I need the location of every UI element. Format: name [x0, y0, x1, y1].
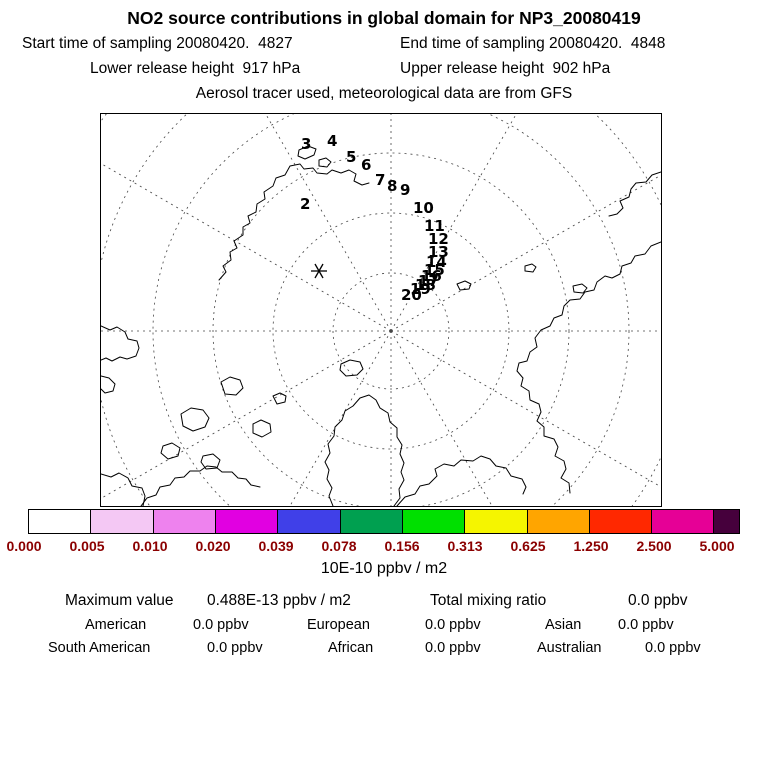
colorbar-segment [215, 510, 279, 533]
station-marker [311, 263, 327, 279]
region-value: 0.0 ppbv [425, 640, 481, 656]
trajectory-hour-label: 17 [418, 272, 439, 290]
colorbar-tick-label: 2.500 [636, 538, 672, 554]
region-value: 0.0 ppbv [193, 617, 249, 633]
polar-map: 2 3 4 5 6 7 8 9 10 11 12 13 14 15 16 17 18 19 20 [100, 113, 662, 507]
colorbar-segment [652, 510, 715, 533]
latitude-circle [272, 212, 510, 450]
region-value: 0.0 ppbv [425, 617, 481, 633]
colorbar-tick-label: 0.313 [447, 538, 483, 554]
region-name: Asian [545, 617, 582, 633]
colorbar [28, 509, 740, 534]
meridian-line [101, 163, 392, 332]
latitude-circle [212, 152, 570, 506]
colorbar-ticks: 0.000 0.005 0.010 0.020 0.039 0.078 0.156 0.313… [6, 538, 740, 556]
colorbar-segment [465, 510, 528, 533]
colorbar-tick-label: 0.000 [6, 538, 42, 554]
region-name: African [328, 640, 374, 656]
trajectory-hour-label: 6 [361, 156, 371, 174]
colorbar-segment [340, 510, 403, 533]
latitude-circle [332, 272, 450, 390]
total-mixing-ratio-value: 0.0 ppbv [628, 592, 688, 609]
colorbar-tick-label: 0.039 [258, 538, 294, 554]
trajectory-hour-label: 2 [300, 195, 310, 213]
colorbar-tick-label: 0.156 [384, 538, 420, 554]
trajectory-hour-label: 9 [400, 181, 410, 199]
trajectory-hour-label: 7 [375, 171, 385, 189]
colorbar-segment [589, 510, 653, 533]
colorbar-tick-label: 0.078 [321, 538, 357, 554]
trajectory-hour-label: 4 [327, 132, 337, 150]
trajectory-hour-label: 5 [346, 148, 356, 166]
trajectory-hour-label: 10 [413, 199, 434, 217]
start-time-text: Start time of sampling 20080420. 4827 [22, 35, 293, 52]
region-name: European [307, 617, 370, 633]
trajectory-hour-label: 12 [428, 230, 449, 248]
colorbar-segment [527, 510, 590, 533]
upper-release-text: Upper release height 902 hPa [400, 60, 611, 77]
region-value: 0.0 ppbv [645, 640, 701, 656]
meridian-line [289, 330, 392, 506]
graticule [101, 114, 661, 506]
colorbar-tick-label: 1.250 [573, 538, 609, 554]
colorbar-tick-label: 5.000 [699, 538, 735, 554]
colorbar-segment [278, 510, 341, 533]
region-value: 0.0 ppbv [618, 617, 674, 633]
colorbar-segment [714, 510, 739, 533]
maximum-value: 0.488E-13 ppbv / m2 [207, 592, 351, 609]
figure-title: NO2 source contributions in global domai… [127, 8, 641, 28]
region-name: South American [48, 640, 151, 656]
end-time-text: End time of sampling 20080420. 4848 [400, 35, 666, 52]
colorbar-segment [153, 510, 216, 533]
coastlines [101, 145, 661, 506]
maximum-label: Maximum value [65, 592, 174, 609]
region-value: 0.0 ppbv [207, 640, 263, 656]
colorbar-tick-label: 0.625 [510, 538, 546, 554]
trajectory-hour-label: 8 [387, 177, 397, 195]
trajectory-hour-label: 16 [421, 267, 442, 285]
colorbar-segment [91, 510, 154, 533]
region-name: Australian [537, 640, 602, 656]
meridian-line [390, 330, 661, 488]
asterisk-icon [311, 263, 327, 279]
region-name: American [85, 617, 147, 633]
trajectory-hour-label: 14 [426, 253, 447, 271]
colorbar-segment [402, 510, 466, 533]
trajectory-hour-label: 19 [410, 280, 431, 298]
trajectory-hour-label: 15 [424, 261, 445, 279]
trajectory-hour-label: 3 [301, 135, 311, 153]
tracer-text: Aerosol tracer used, meteorological data… [195, 85, 573, 102]
meridian-line [390, 330, 493, 506]
colorbar-tick-label: 0.010 [132, 538, 168, 554]
latitude-circle [152, 114, 630, 506]
meridian-line [265, 114, 392, 332]
trajectory-hour-label: 13 [428, 243, 449, 261]
lower-release-text: Lower release height 917 hPa [90, 60, 301, 77]
trajectory-hour-label: 18 [415, 276, 436, 294]
colorbar-tick-label: 0.020 [195, 538, 231, 554]
trajectory-hour-label: 11 [424, 217, 445, 235]
colorbar-segment [29, 510, 92, 533]
colorbar-units: 10E-10 ppbv / m2 [320, 560, 448, 577]
trajectory-hour-label: 20 [401, 286, 422, 304]
colorbar-tick-label: 0.005 [69, 538, 105, 554]
tracer-line: Aerosol tracer used, meteorological data… [0, 85, 768, 103]
total-mixing-ratio-label: Total mixing ratio [430, 592, 547, 609]
